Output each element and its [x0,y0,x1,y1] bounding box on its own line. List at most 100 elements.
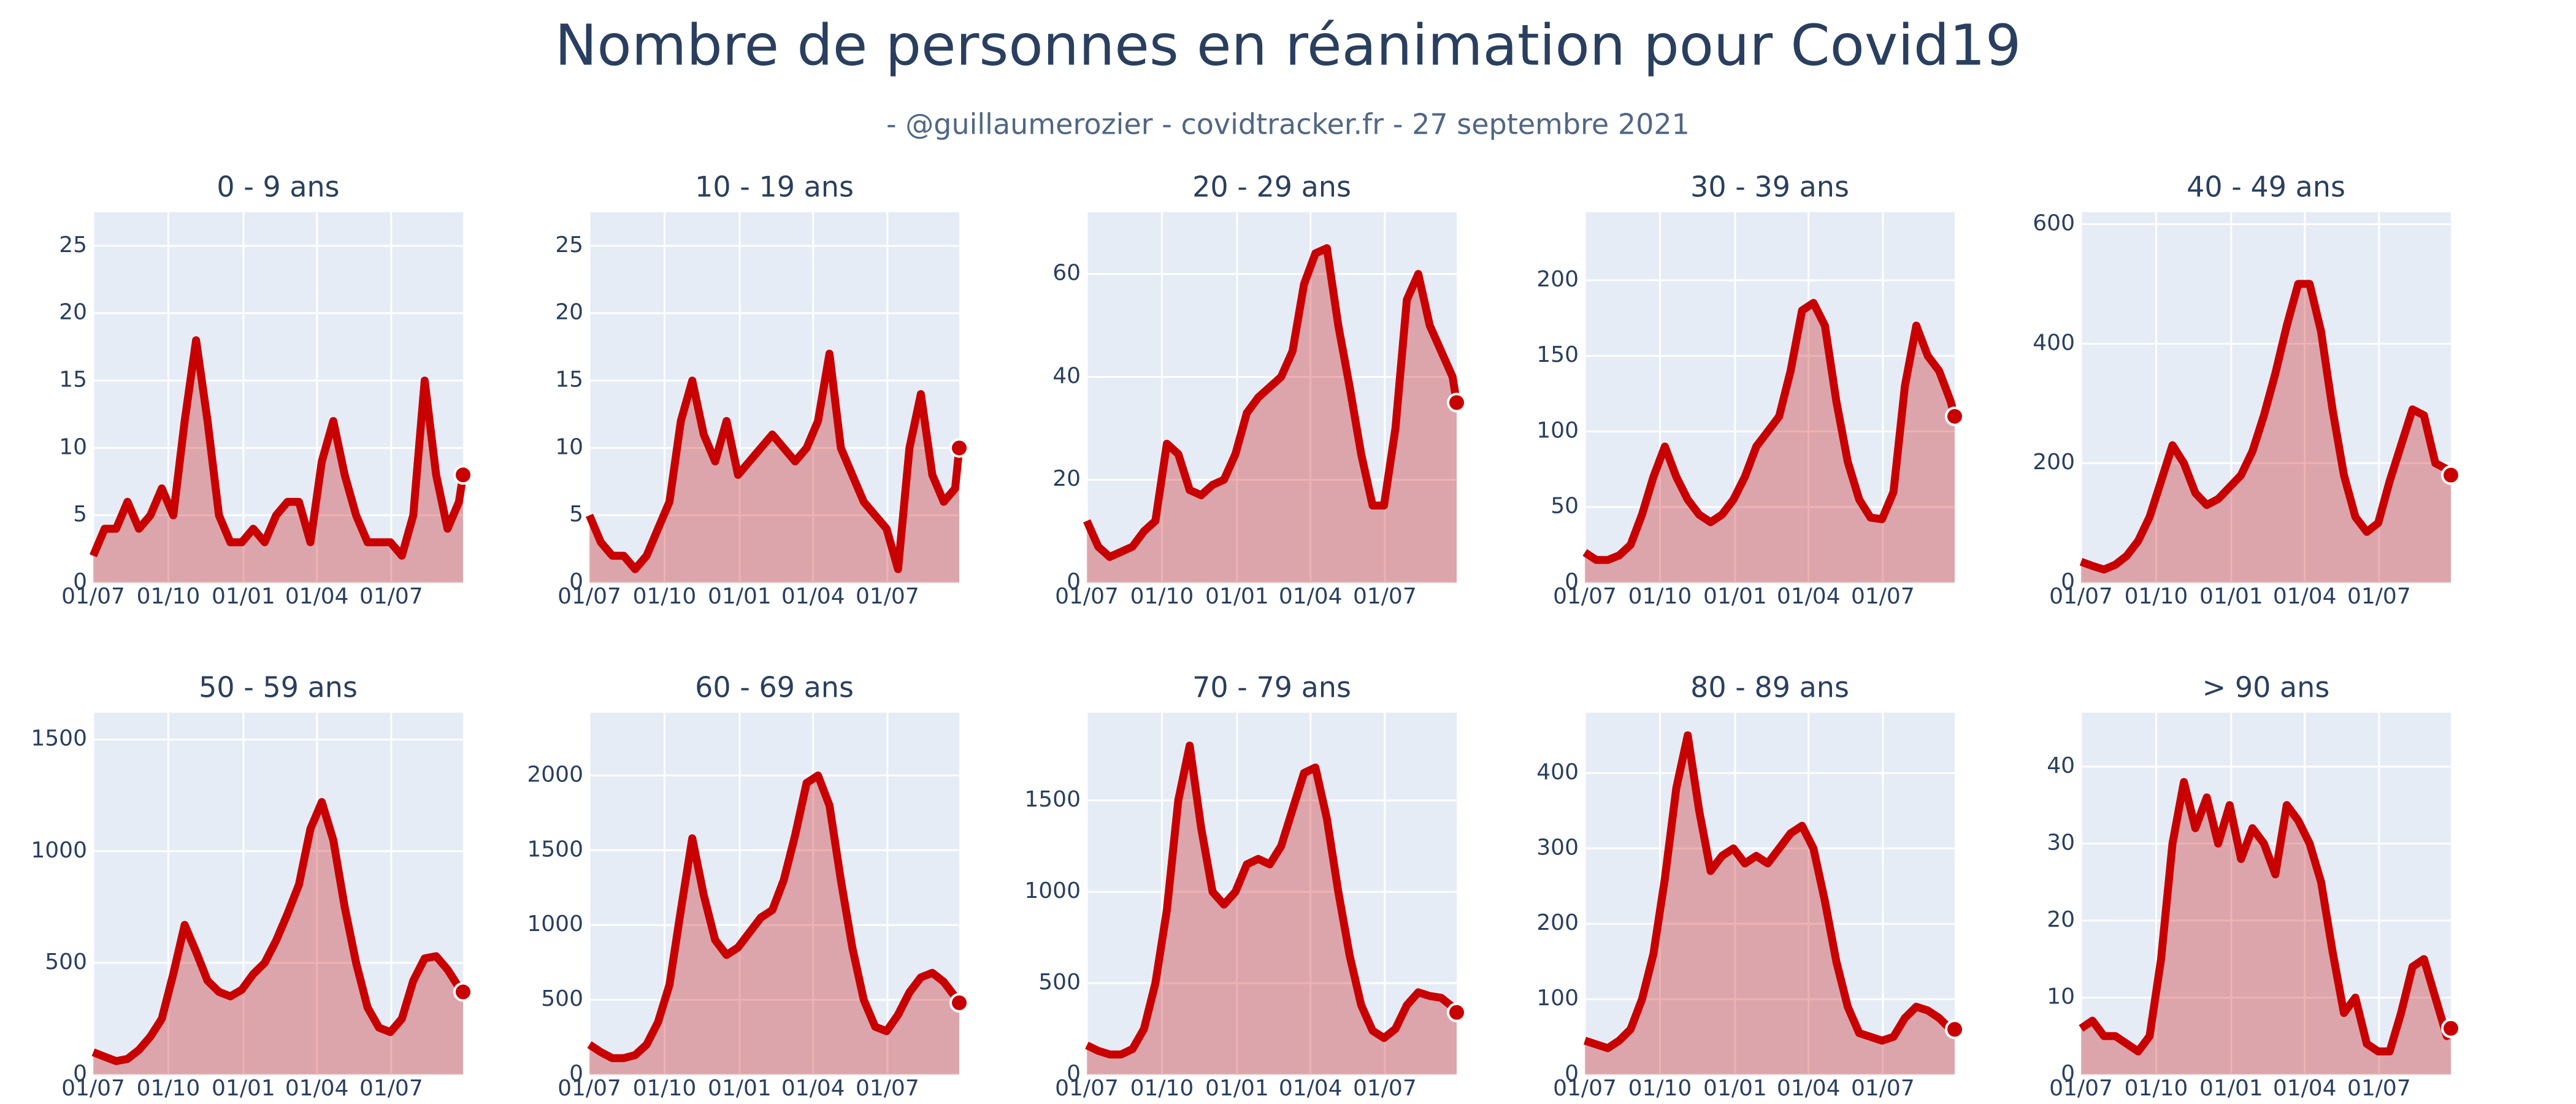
y-tick-label: 25 [59,232,87,258]
x-tick-label: 01/07 [1055,584,1119,609]
x-tick-label: 01/10 [1628,584,1692,609]
x-tick-label: 01/10 [633,584,697,609]
y-tick-label: 0 [569,569,583,594]
y-tick-label: 10 [59,434,87,459]
y-tick-label: 0 [73,1061,87,1086]
line [90,336,467,560]
y-tick-label: 20 [1052,466,1081,491]
y-tick-label: 0 [1067,1061,1081,1086]
area-fill [589,775,959,1075]
x-tick-label: 01/01 [1205,584,1269,609]
subplot-title: 80 - 89 ans [1690,671,1849,704]
subplot-title: 30 - 39 ans [1690,171,1849,204]
x-tick-label: 01/10 [2125,1076,2188,1101]
x-tick-label: 01/10 [1130,1076,1194,1101]
x-tick-label: 01/07 [1353,1076,1417,1101]
y-tick-label: 20 [59,300,87,325]
x-tick-label: 01/07 [1851,1076,1915,1101]
x-tick-label: 01/10 [137,1076,201,1101]
y-tick-label: 1000 [31,838,87,863]
plot-background [1585,212,1955,583]
last-point-marker [2441,465,2461,485]
plot-background [589,212,959,583]
x-tick-label: 01/04 [285,1076,349,1101]
x-tick-label: 01/04 [285,584,349,609]
line [587,771,963,1062]
x-tick-label: 01/04 [1777,584,1841,609]
last-point-marker [453,465,473,485]
x-tick-label: 01/07 [558,584,621,609]
last-point-marker [949,992,969,1013]
x-tick-label: 01/07 [61,1076,125,1101]
y-tick-label: 1000 [1024,878,1081,903]
line [586,350,964,573]
x-tick-label: 01/07 [359,1076,423,1101]
x-tick-label: 01/04 [2273,584,2337,609]
last-point-marker [1447,393,1466,413]
y-tick-label: 500 [541,986,583,1011]
y-tick-label: 1500 [527,837,583,862]
last-point-marker [1447,1002,1466,1022]
x-tick-label: 01/01 [708,584,772,609]
x-tick-label: 01/01 [212,584,275,609]
line [91,798,466,1065]
y-tick-label: 0 [569,1061,583,1086]
x-tick-label: 01/10 [633,1076,697,1101]
y-tick-label: 5 [73,502,87,527]
x-tick-label: 01/07 [1055,1076,1119,1101]
y-tick-label: 300 [1536,835,1579,860]
last-point-marker [453,982,473,1002]
x-tick-label: 01/10 [2125,584,2188,609]
x-tick-label: 01/04 [781,584,845,609]
y-tick-label: 0 [73,569,87,594]
y-tick-label: 20 [2047,907,2075,932]
x-tick-label: 01/07 [2049,584,2113,609]
y-tick-label: 30 [2047,830,2075,855]
x-tick-label: 01/07 [2347,1076,2411,1101]
last-point-marker [1945,1019,1965,1040]
x-tick-label: 01/07 [359,584,423,609]
y-tick-label: 5 [569,502,583,527]
x-tick-label: 01/01 [2199,1076,2263,1101]
y-tick-label: 200 [2033,450,2075,475]
x-tick-label: 01/10 [1628,1076,1692,1101]
x-tick-label: 01/04 [1777,1076,1841,1101]
y-tick-label: 200 [1536,910,1579,935]
y-tick-label: 400 [1536,759,1579,784]
line [2079,778,2455,1056]
x-tick-label: 01/07 [1553,1076,1617,1101]
plot-background [2081,713,2451,1075]
y-tick-label: 1000 [527,911,583,937]
x-tick-label: 01/07 [1851,584,1915,609]
y-tick-label: 1500 [1024,787,1081,812]
y-tick-label: 50 [1551,494,1579,519]
y-tick-label: 20 [555,300,583,325]
y-tick-label: 600 [2033,210,2075,236]
x-tick-label: 01/07 [856,584,919,609]
line [1583,731,1955,1052]
line [1083,244,1461,561]
y-tick-label: 400 [2033,330,2075,355]
y-tick-label: 0 [1565,569,1579,594]
x-tick-label: 01/07 [558,1076,621,1101]
area-fill [1585,735,1955,1075]
y-tick-label: 60 [1052,261,1081,286]
x-tick-label: 01/04 [1279,584,1343,609]
y-tick-label: 100 [1536,986,1579,1011]
y-tick-label: 15 [555,367,583,393]
x-tick-label: 01/10 [137,584,201,609]
y-tick-label: 0 [1565,1061,1579,1086]
last-point-marker [949,438,969,458]
y-tick-label: 40 [1052,363,1081,388]
area-fill [93,340,463,583]
x-tick-label: 01/01 [1703,584,1767,609]
area-fill [1087,248,1457,583]
line [2079,280,2455,574]
x-tick-label: 01/01 [708,1076,772,1101]
y-tick-label: 500 [45,949,87,975]
x-tick-label: 01/04 [1279,1076,1343,1101]
area-fill [589,353,959,583]
last-point-marker [1945,406,1965,426]
area-fill [1585,302,1955,583]
x-tick-label: 01/01 [1205,1076,1269,1101]
